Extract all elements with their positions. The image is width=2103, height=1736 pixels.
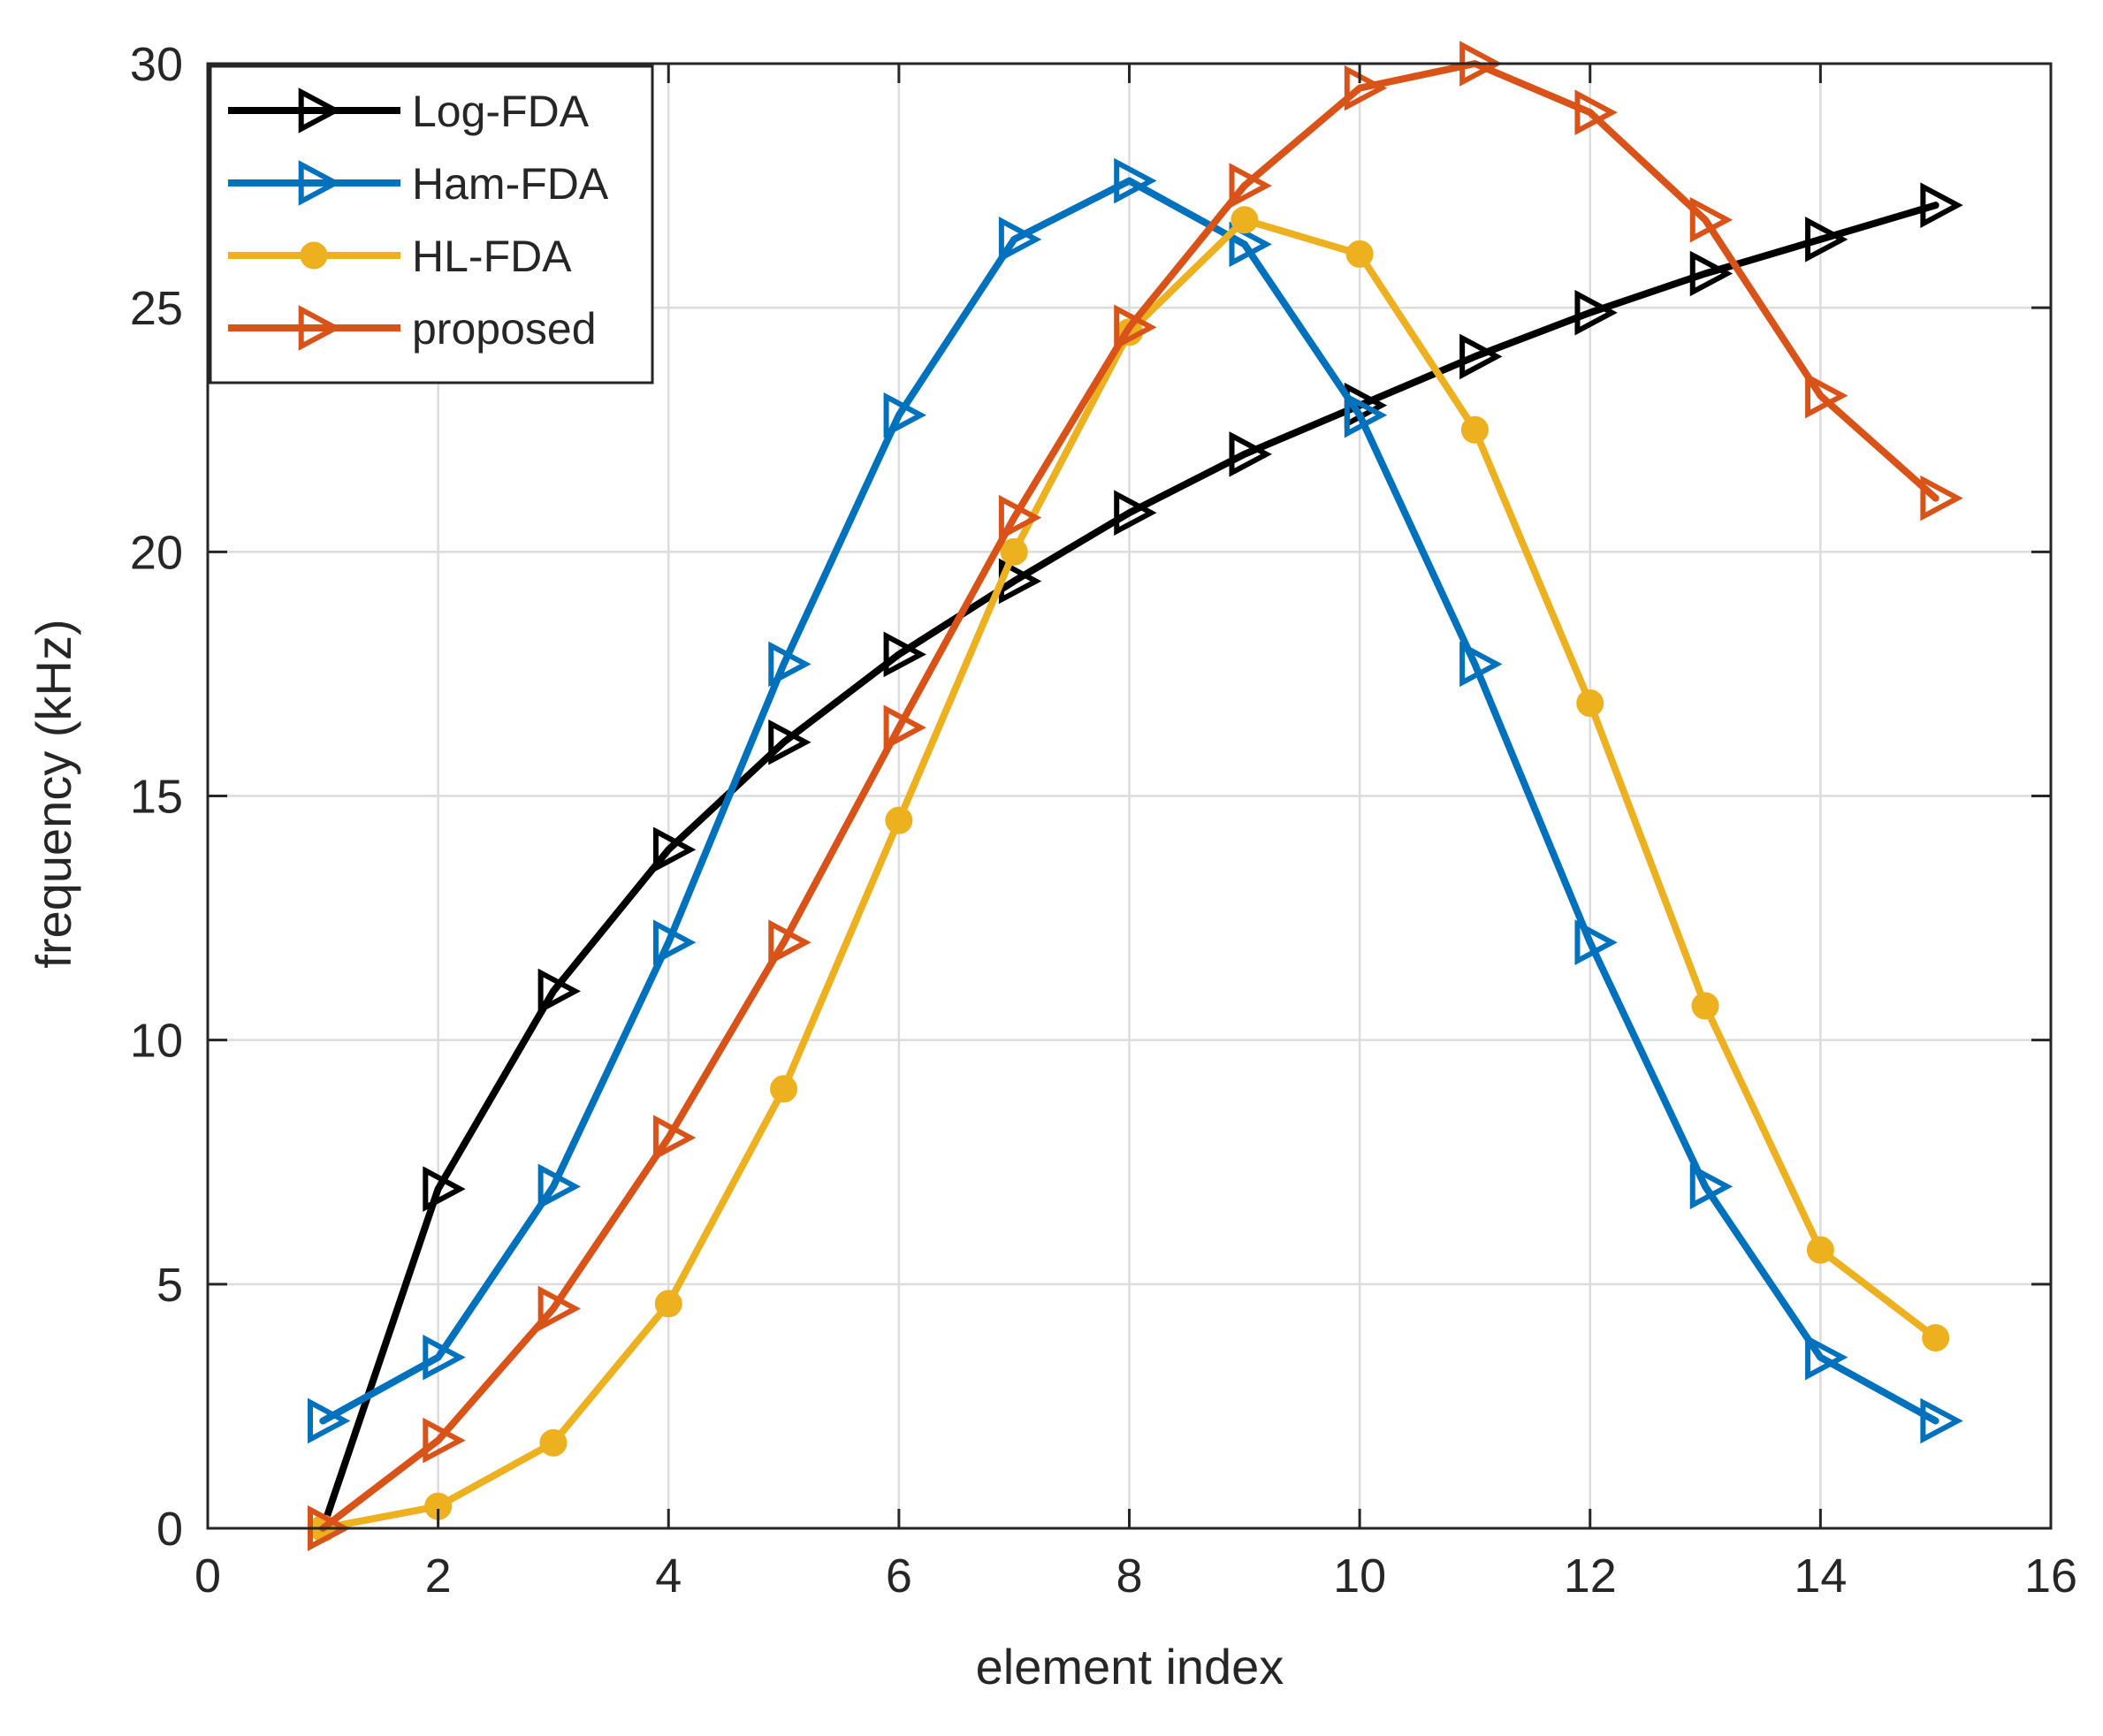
data-point (537, 968, 582, 1015)
legend-label: proposed (412, 304, 597, 354)
data-point (998, 494, 1042, 541)
series-layer (308, 41, 1963, 1551)
data-point (1805, 217, 1848, 263)
x-tick-label: 16 (2024, 1549, 2077, 1603)
legend-item: HL-FDA (228, 232, 572, 281)
x-tick-label: 0 (194, 1549, 221, 1603)
x-tick-label: 6 (886, 1549, 912, 1603)
data-point (1920, 475, 1963, 522)
data-point (1460, 415, 1489, 444)
y-tick-label: 25 (130, 282, 183, 335)
data-point (1920, 1397, 1963, 1444)
x-tick-label: 4 (655, 1549, 682, 1603)
data-point (1691, 992, 1719, 1020)
data-point (770, 1075, 798, 1103)
series-line (319, 177, 1939, 1425)
legend-label: Log-FDA (412, 87, 590, 136)
data-point (1922, 1324, 1950, 1352)
data-point (768, 641, 811, 688)
legend-marker (298, 88, 342, 133)
data-point (1114, 157, 1157, 204)
data-point (998, 217, 1042, 263)
legend-item: Ham-FDA (228, 159, 609, 209)
data-point (652, 1115, 697, 1161)
series-ham-fda (308, 157, 1963, 1444)
data-point (1805, 372, 1848, 419)
legend: Log-FDA Ham-FDA HL-FDA proposed (209, 65, 654, 385)
y-tick-label: 20 (130, 526, 183, 579)
data-point (308, 1397, 351, 1444)
y-tick-label: 0 (156, 1503, 183, 1556)
data-point (883, 631, 926, 678)
data-point (1459, 641, 1503, 688)
y-tick-label: 5 (156, 1259, 183, 1312)
data-point (423, 1334, 466, 1381)
y-axis-label: frequency (kHz) (26, 619, 81, 968)
data-point (652, 826, 697, 873)
x-tick-label: 2 (425, 1549, 452, 1603)
data-point (539, 1428, 568, 1457)
data-point (1114, 490, 1157, 536)
data-point (654, 1290, 682, 1318)
data-point (1344, 65, 1388, 111)
data-point (1229, 221, 1272, 268)
x-axis-label: element index (976, 1639, 1284, 1694)
data-point (1114, 304, 1157, 351)
data-point (1689, 196, 1733, 243)
y-tick-label: 15 (130, 771, 183, 824)
x-tick-label: 12 (1564, 1549, 1617, 1603)
series-line (319, 60, 1939, 1532)
x-tick-label: 10 (1333, 1549, 1386, 1603)
data-point (423, 1417, 466, 1464)
data-point (537, 1163, 582, 1210)
legend-marker (300, 241, 328, 270)
series-log-fda (308, 182, 1963, 1551)
data-point (423, 1166, 466, 1212)
legend-marker (298, 160, 342, 206)
data-point (1459, 333, 1503, 380)
data-point (1344, 392, 1388, 438)
data-point (1805, 1334, 1848, 1381)
data-point (883, 392, 926, 438)
data-point (537, 1285, 582, 1332)
legend-item: Log-FDA (228, 87, 590, 136)
legend-item: proposed (228, 304, 597, 354)
data-point (1689, 250, 1733, 297)
y-tick-label: 10 (130, 1015, 183, 1068)
data-point (1576, 689, 1604, 718)
data-point (1231, 206, 1259, 234)
data-point (768, 719, 811, 765)
y-tick-label: 30 (130, 38, 183, 91)
data-point (1689, 1163, 1733, 1210)
x-tick-label: 14 (1794, 1549, 1847, 1603)
legend-label: HL-FDA (412, 232, 572, 281)
data-point (1574, 919, 1618, 966)
data-point (1806, 1236, 1834, 1264)
series-line (319, 202, 1939, 1532)
data-point (1229, 431, 1272, 477)
legend-label: Ham-FDA (412, 159, 609, 209)
data-point (1229, 163, 1272, 209)
data-point (1574, 89, 1618, 136)
data-point (883, 704, 926, 750)
data-point (885, 806, 913, 834)
data-point (1920, 182, 1963, 228)
data-point (1000, 537, 1028, 566)
data-point (1345, 240, 1374, 268)
x-tick-label: 8 (1116, 1549, 1142, 1603)
legend-marker (298, 305, 342, 351)
data-point (768, 919, 811, 966)
data-point (652, 919, 697, 966)
data-point (1574, 289, 1618, 336)
